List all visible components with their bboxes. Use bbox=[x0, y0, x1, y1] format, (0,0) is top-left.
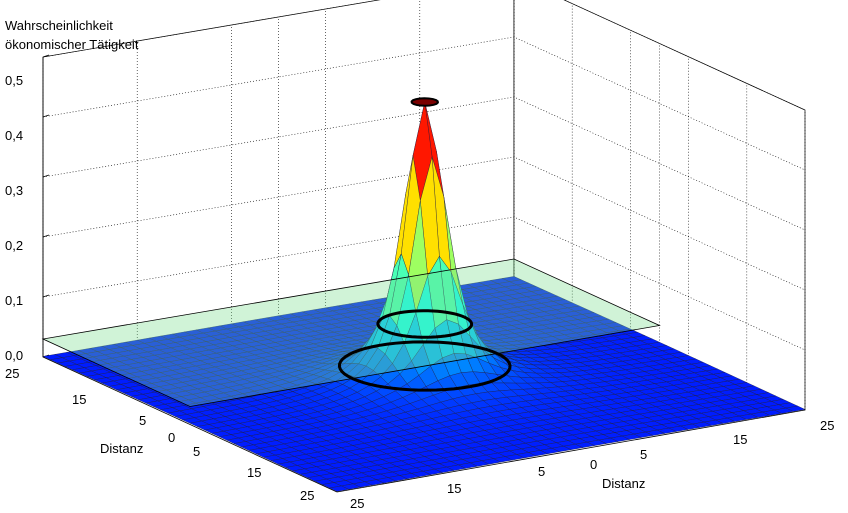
z-axis-label-line-2: ökonomischer Tätigkeit bbox=[5, 37, 139, 52]
x-tick-label: 25 bbox=[350, 496, 364, 511]
y-tick-label: 15 bbox=[247, 465, 261, 480]
grid-lines bbox=[42, 0, 806, 410]
z-tick-label: 0,0 bbox=[5, 348, 23, 363]
y-tick-label: 25 bbox=[5, 366, 19, 381]
z-tick-label: 0,3 bbox=[5, 183, 23, 198]
probability-surface bbox=[41, 97, 806, 492]
x-tick-label: 0 bbox=[590, 457, 597, 472]
z-tick-mark bbox=[42, 174, 50, 178]
z-tick-label: 0,5 bbox=[5, 73, 23, 88]
y-tick-label: 25 bbox=[300, 488, 314, 503]
z-axis-label-line-1: Wahrscheinlichkeit bbox=[5, 18, 113, 33]
y-tick-label: 5 bbox=[139, 413, 146, 428]
grid-line bbox=[42, 0, 806, 111]
z-tick-mark bbox=[42, 234, 50, 238]
x-axis-label: Distanz bbox=[602, 476, 645, 491]
cross-section-plane bbox=[41, 258, 661, 407]
y-tick-label: 5 bbox=[193, 444, 200, 459]
y-axis-line bbox=[42, 356, 338, 493]
x-tick-label: 5 bbox=[538, 464, 545, 479]
contour-line bbox=[337, 340, 512, 392]
y-tick-label: 0 bbox=[168, 430, 175, 445]
x-tick-label: 25 bbox=[820, 418, 834, 433]
z-tick-label: 0,1 bbox=[5, 293, 23, 308]
peak-cap bbox=[410, 97, 439, 107]
z-tick-label: 0,2 bbox=[5, 238, 23, 253]
z-tick-mark bbox=[42, 114, 50, 118]
y-tick-label: 15 bbox=[72, 392, 86, 407]
x-tick-label: 15 bbox=[447, 481, 461, 496]
x-tick-label: 15 bbox=[733, 432, 747, 447]
z-tick-mark bbox=[42, 54, 50, 58]
z-tick-label: 0,4 bbox=[5, 128, 23, 143]
surface-cell bbox=[329, 485, 350, 492]
contour-line bbox=[376, 309, 474, 339]
x-tick-label: 5 bbox=[640, 447, 647, 462]
y-axis-label: Distanz bbox=[100, 441, 143, 456]
z-tick-mark bbox=[42, 294, 50, 298]
x-axis-line bbox=[336, 409, 806, 493]
